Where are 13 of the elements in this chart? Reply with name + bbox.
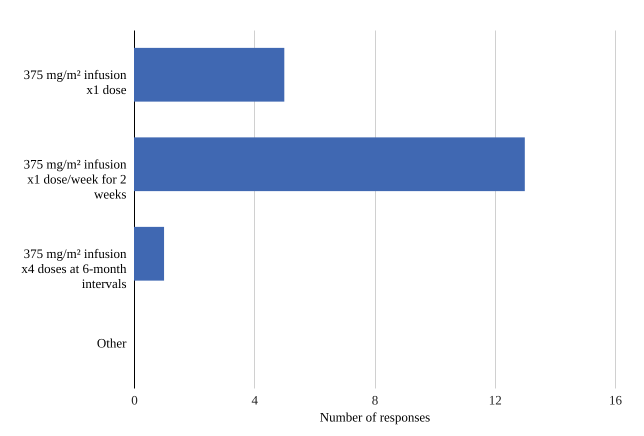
bar xyxy=(134,137,525,192)
bar xyxy=(134,48,284,102)
y-tick-label: Other xyxy=(96,335,128,350)
y-tick-label: 375 mg/m² infusion x1 dose/week for 2 weeks xyxy=(24,156,127,202)
x-tick-label: 8 xyxy=(372,392,378,408)
x-tick-label: 12 xyxy=(488,392,502,408)
bar xyxy=(134,226,164,281)
y-tick-label: 375 mg/m² infusion x4 doses at 6-month intervals xyxy=(21,246,127,291)
x-axis-title: Number of responses xyxy=(320,410,430,424)
y-tick-label: 375 mg/m² infusion x1 dose xyxy=(24,66,127,97)
x-tick-label: 16 xyxy=(609,392,622,408)
x-tick-label: 4 xyxy=(252,392,258,408)
x-tick-label: 0 xyxy=(131,392,138,408)
